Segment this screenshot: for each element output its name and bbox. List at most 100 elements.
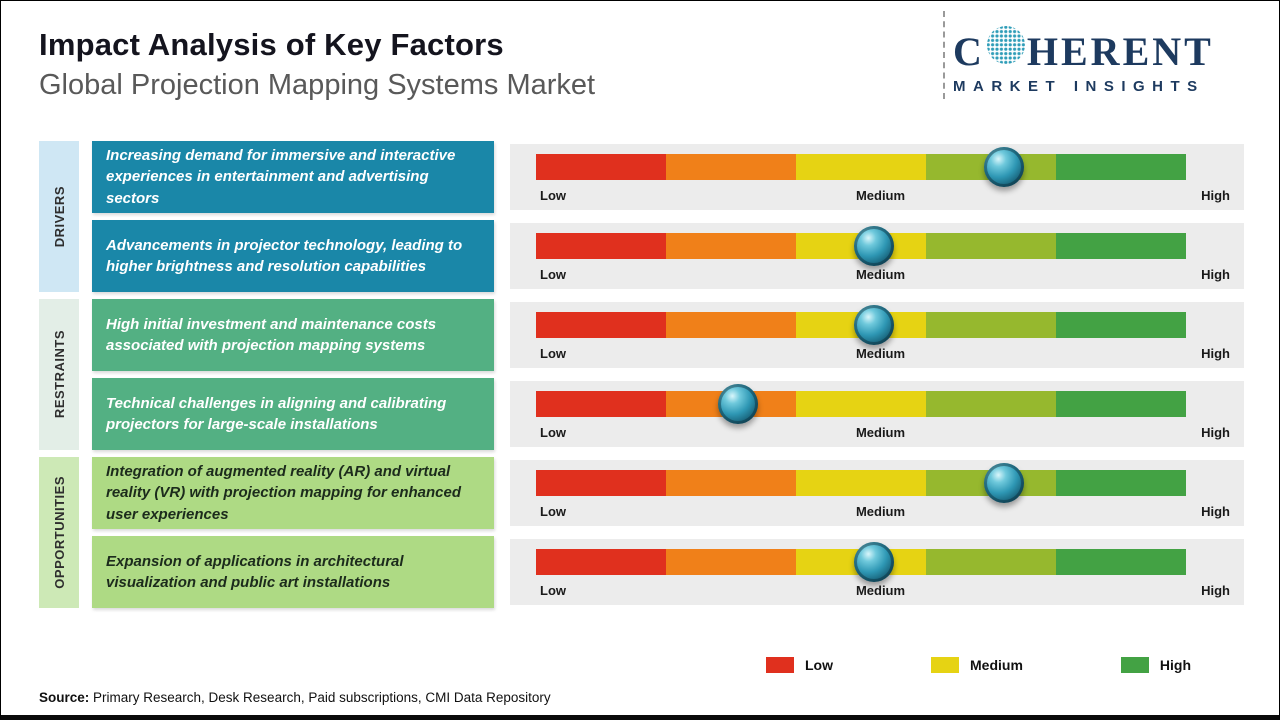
page-title: Impact Analysis of Key Factors [39,27,504,62]
scale-label-high: High [1201,346,1230,361]
gauge-segment-4 [1056,233,1186,259]
impact-gauge: Low Medium High [510,539,1244,605]
scale-label-low: Low [540,504,566,519]
legend-swatch-low [766,657,794,673]
gauge-bar [536,384,1186,424]
group-opportunities: OPPORTUNITIES Integration of augmented re… [39,457,1244,608]
gauge-segment-2 [796,154,926,180]
factor-row: Increasing demand for immersive and inte… [92,141,1244,213]
legend-item-low: Low [766,657,833,673]
logo-prefix: C [953,29,985,74]
factor-row: High initial investment and maintenance … [92,299,1244,371]
impact-marker [854,542,894,582]
impact-marker [854,226,894,266]
source-line: Source: Primary Research, Desk Research,… [39,690,551,705]
page-subtitle: Global Projection Mapping Systems Market [39,69,596,101]
impact-marker [717,384,758,424]
scale-label-high: High [1201,583,1230,598]
legend-item-medium: Medium [931,657,1023,673]
legend-swatch-medium [931,657,959,673]
gauge-segment-4 [1056,312,1186,338]
gauge-segment-0 [536,154,666,180]
group-drivers: DRIVERS Increasing demand for immersive a… [39,141,1244,292]
impact-marker [854,305,894,345]
factor-row: Advancements in projector technology, le… [92,220,1244,292]
factor-text-box: Technical challenges in aligning and cal… [92,378,494,450]
factor-text-box: Increasing demand for immersive and inte… [92,141,494,213]
gauge-segment-1 [666,470,796,496]
group-rows: Integration of augmented reality (AR) an… [92,457,1244,608]
impact-gauge: Low Medium High [510,144,1244,210]
gauge-segment-3 [926,312,1056,338]
factor-text-box: High initial investment and maintenance … [92,299,494,371]
logo-wordmark: C HERENT [953,25,1253,72]
logo-tagline: MARKET INSIGHTS [953,78,1205,95]
scale-label-medium: Medium [855,188,906,203]
gauge-scale-labels: Low Medium High [536,417,1230,443]
gauge-segment-4 [1056,470,1186,496]
gauge-segment-0 [536,470,666,496]
gauge-bar [536,542,1186,582]
group-rows: Increasing demand for immersive and inte… [92,141,1244,292]
gauge-bar [536,226,1186,266]
factor-text-box: Advancements in projector technology, le… [92,220,494,292]
impact-gauge: Low Medium High [510,302,1244,368]
gauge-segment-3 [926,391,1056,417]
legend-label-low: Low [805,657,833,673]
source-text: Primary Research, Desk Research, Paid su… [89,690,551,705]
scale-label-medium: Medium [855,425,906,440]
impact-groups: DRIVERS Increasing demand for immersive a… [39,141,1244,608]
gauge-segment-4 [1056,154,1186,180]
gauge-bar [536,305,1186,345]
gauge-segment-1 [666,312,796,338]
scale-label-low: Low [540,583,566,598]
gauge-segment-1 [666,233,796,259]
gauge-segment-1 [666,154,796,180]
gauge-segment-0 [536,391,666,417]
gauge-scale-labels: Low Medium High [536,180,1230,206]
factor-row: Technical challenges in aligning and cal… [92,378,1244,450]
category-label: RESTRAINTS [51,330,67,419]
scale-label-medium: Medium [855,504,906,519]
scale-label-medium: Medium [855,267,906,282]
header: Impact Analysis of Key Factors Global Pr… [1,1,1279,139]
scale-label-low: Low [540,425,566,440]
impact-marker [984,463,1024,503]
factor-text-box: Expansion of applications in architectur… [92,536,494,608]
gauge-segment-2 [796,470,926,496]
gauge-segment-3 [926,549,1056,575]
scale-label-high: High [1201,188,1230,203]
source-label: Source: [39,690,90,705]
legend-label-medium: Medium [970,657,1023,673]
impact-marker [984,147,1024,187]
gauge-bar [536,463,1186,503]
impact-gauge: Low Medium High [510,381,1244,447]
gauge-scale-labels: Low Medium High [536,575,1230,601]
impact-legend: Low Medium High [766,657,1191,673]
gauge-segment-2 [796,391,926,417]
group-restraints: RESTRAINTS High initial investment and ma… [39,299,1244,450]
factor-row: Expansion of applications in architectur… [92,536,1244,608]
category-label: DRIVERS [51,185,67,248]
scale-label-medium: Medium [855,346,906,361]
legend-swatch-high [1120,657,1149,673]
legend-label-high: High [1159,657,1191,673]
factor-text-box: Integration of augmented reality (AR) an… [92,457,494,529]
gauge-segment-4 [1056,549,1186,575]
scale-label-low: Low [540,346,566,361]
logo-suffix: HERENT [1026,29,1214,74]
category-strip-drivers: DRIVERS [39,141,79,292]
gauge-segment-1 [666,549,796,575]
group-rows: High initial investment and maintenance … [92,299,1244,450]
gauge-scale-labels: Low Medium High [536,259,1230,285]
gauge-segment-0 [536,233,666,259]
gauge-scale-labels: Low Medium High [536,338,1230,364]
gauge-segment-0 [536,312,666,338]
legend-item-high: High [1120,657,1191,673]
scale-label-high: High [1201,504,1230,519]
category-label: OPPORTUNITIES [51,476,67,589]
category-strip-restraints: RESTRAINTS [39,299,79,450]
category-strip-opportunities: OPPORTUNITIES [39,457,79,608]
company-logo: C HERENT MARKET INSIGHTS [953,25,1253,95]
